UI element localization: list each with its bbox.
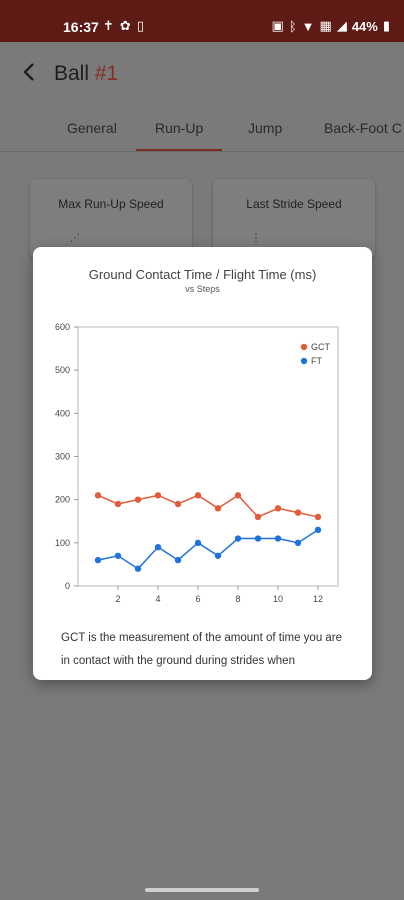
gct-line (97, 494, 319, 518)
page-title: Ball #1 (54, 62, 118, 86)
gct-point (174, 500, 182, 508)
card-label: Max Run-Up Speed (58, 197, 164, 211)
ft-point (114, 552, 122, 559)
gct-point (254, 513, 262, 521)
gct-point (194, 492, 202, 499)
card-label: Last Stride Speed (246, 197, 342, 211)
data-icon: ▦ (319, 18, 332, 33)
ft-point (254, 535, 262, 542)
active-tab-indicator (136, 149, 222, 151)
gct-point (314, 513, 322, 521)
ft-point (214, 552, 222, 559)
ft-point (314, 526, 322, 534)
chart-description: GCT is the measurement of the amount of … (61, 632, 343, 667)
gesture-bar[interactable] (145, 888, 259, 892)
battery-icon: ▮ (382, 18, 390, 33)
card-max-run-up-speed[interactable]: Max Run-Up Speed ⋰ (30, 179, 192, 259)
tab-jump[interactable]: Jump (248, 120, 283, 136)
x-tick-label: 6 (195, 594, 200, 604)
status-bar: 16:37 ✝ ✿ ▯ ▣ ᛒ ▼ ▦ ◢ 44% ▮ (0, 0, 404, 42)
gct-ft-chart: 0 100 200 300 400 500 600 2 4 6 8 10 12 GCT FT (55, 322, 339, 604)
gct-legend-marker (300, 343, 308, 351)
y-tick-label: 500 (55, 365, 70, 375)
y-tick-label: 600 (55, 322, 70, 332)
page-title-number: #1 (94, 62, 119, 85)
sim-icon: ▯ (136, 18, 144, 33)
accessibility-icon: ✝ (103, 18, 114, 33)
y-tick-label: 300 (55, 452, 70, 462)
bluetooth-icon: ᛒ (288, 18, 297, 34)
ft-point (174, 556, 182, 564)
gct-point (294, 509, 302, 516)
app-bar: Ball #1 (0, 42, 404, 106)
ft-point (274, 535, 282, 542)
x-tick-label: 10 (273, 594, 283, 604)
battery-text: 44% (351, 18, 378, 34)
gct-point (154, 492, 162, 499)
tab-run-up[interactable]: Run-Up (155, 120, 204, 136)
ft-point (134, 565, 142, 572)
card-gauge-icon: ⋮ (251, 233, 261, 244)
ft-point (234, 535, 242, 542)
chart-dialog: Ground Contact Time / Flight Time (ms) v… (33, 247, 372, 680)
y-tick-label: 200 (55, 495, 70, 505)
gct-point (214, 505, 222, 512)
status-time: 16:37 (63, 19, 99, 35)
wifi-icon: ▼ (301, 18, 315, 34)
gct-point (94, 492, 102, 499)
nfc-icon: ▣ (271, 18, 284, 33)
ft-legend-label: FT (311, 356, 322, 366)
ft-point (94, 556, 102, 564)
gct-legend-label: GCT (311, 342, 331, 352)
gct-point (234, 492, 242, 499)
tab-back-foot[interactable]: Back-Foot C (324, 120, 402, 136)
x-tick-label: 8 (235, 594, 240, 604)
y-tick-label: 400 (55, 408, 70, 418)
back-arrow-icon[interactable] (18, 60, 42, 84)
card-last-stride-speed[interactable]: Last Stride Speed ⋮ (213, 179, 375, 259)
chart-subtitle: vs Steps (185, 284, 220, 294)
chart-title: Ground Contact Time / Flight Time (ms) (88, 267, 317, 282)
ft-legend-marker (300, 357, 308, 365)
ft-point (194, 539, 202, 547)
y-tick-label: 100 (55, 538, 70, 548)
card-gauge-icon: ⋰ (70, 233, 80, 244)
ft-line (97, 529, 319, 570)
page-title-text: Ball (54, 62, 90, 85)
x-tick-label: 4 (155, 594, 160, 604)
gct-point (134, 496, 142, 503)
tab-bar: General Run-Up Jump Back-Foot C (0, 106, 404, 152)
gct-point (114, 500, 122, 508)
settings-icon: ✿ (119, 18, 131, 33)
y-tick-label: 0 (65, 581, 70, 591)
status-right-icons: ▣ ᛒ ▼ ▦ ◢ 44% ▮ (272, 18, 390, 34)
ft-point (154, 543, 162, 551)
gct-point (274, 505, 282, 512)
ft-point (294, 539, 302, 547)
x-tick-label: 12 (313, 594, 323, 604)
signal-icon: ◢ (336, 18, 347, 33)
x-tick-label: 2 (115, 594, 120, 604)
status-left-icons: ✝ ✿ ▯ (103, 18, 144, 34)
tab-general[interactable]: General (67, 120, 117, 136)
plot-frame (77, 326, 339, 587)
